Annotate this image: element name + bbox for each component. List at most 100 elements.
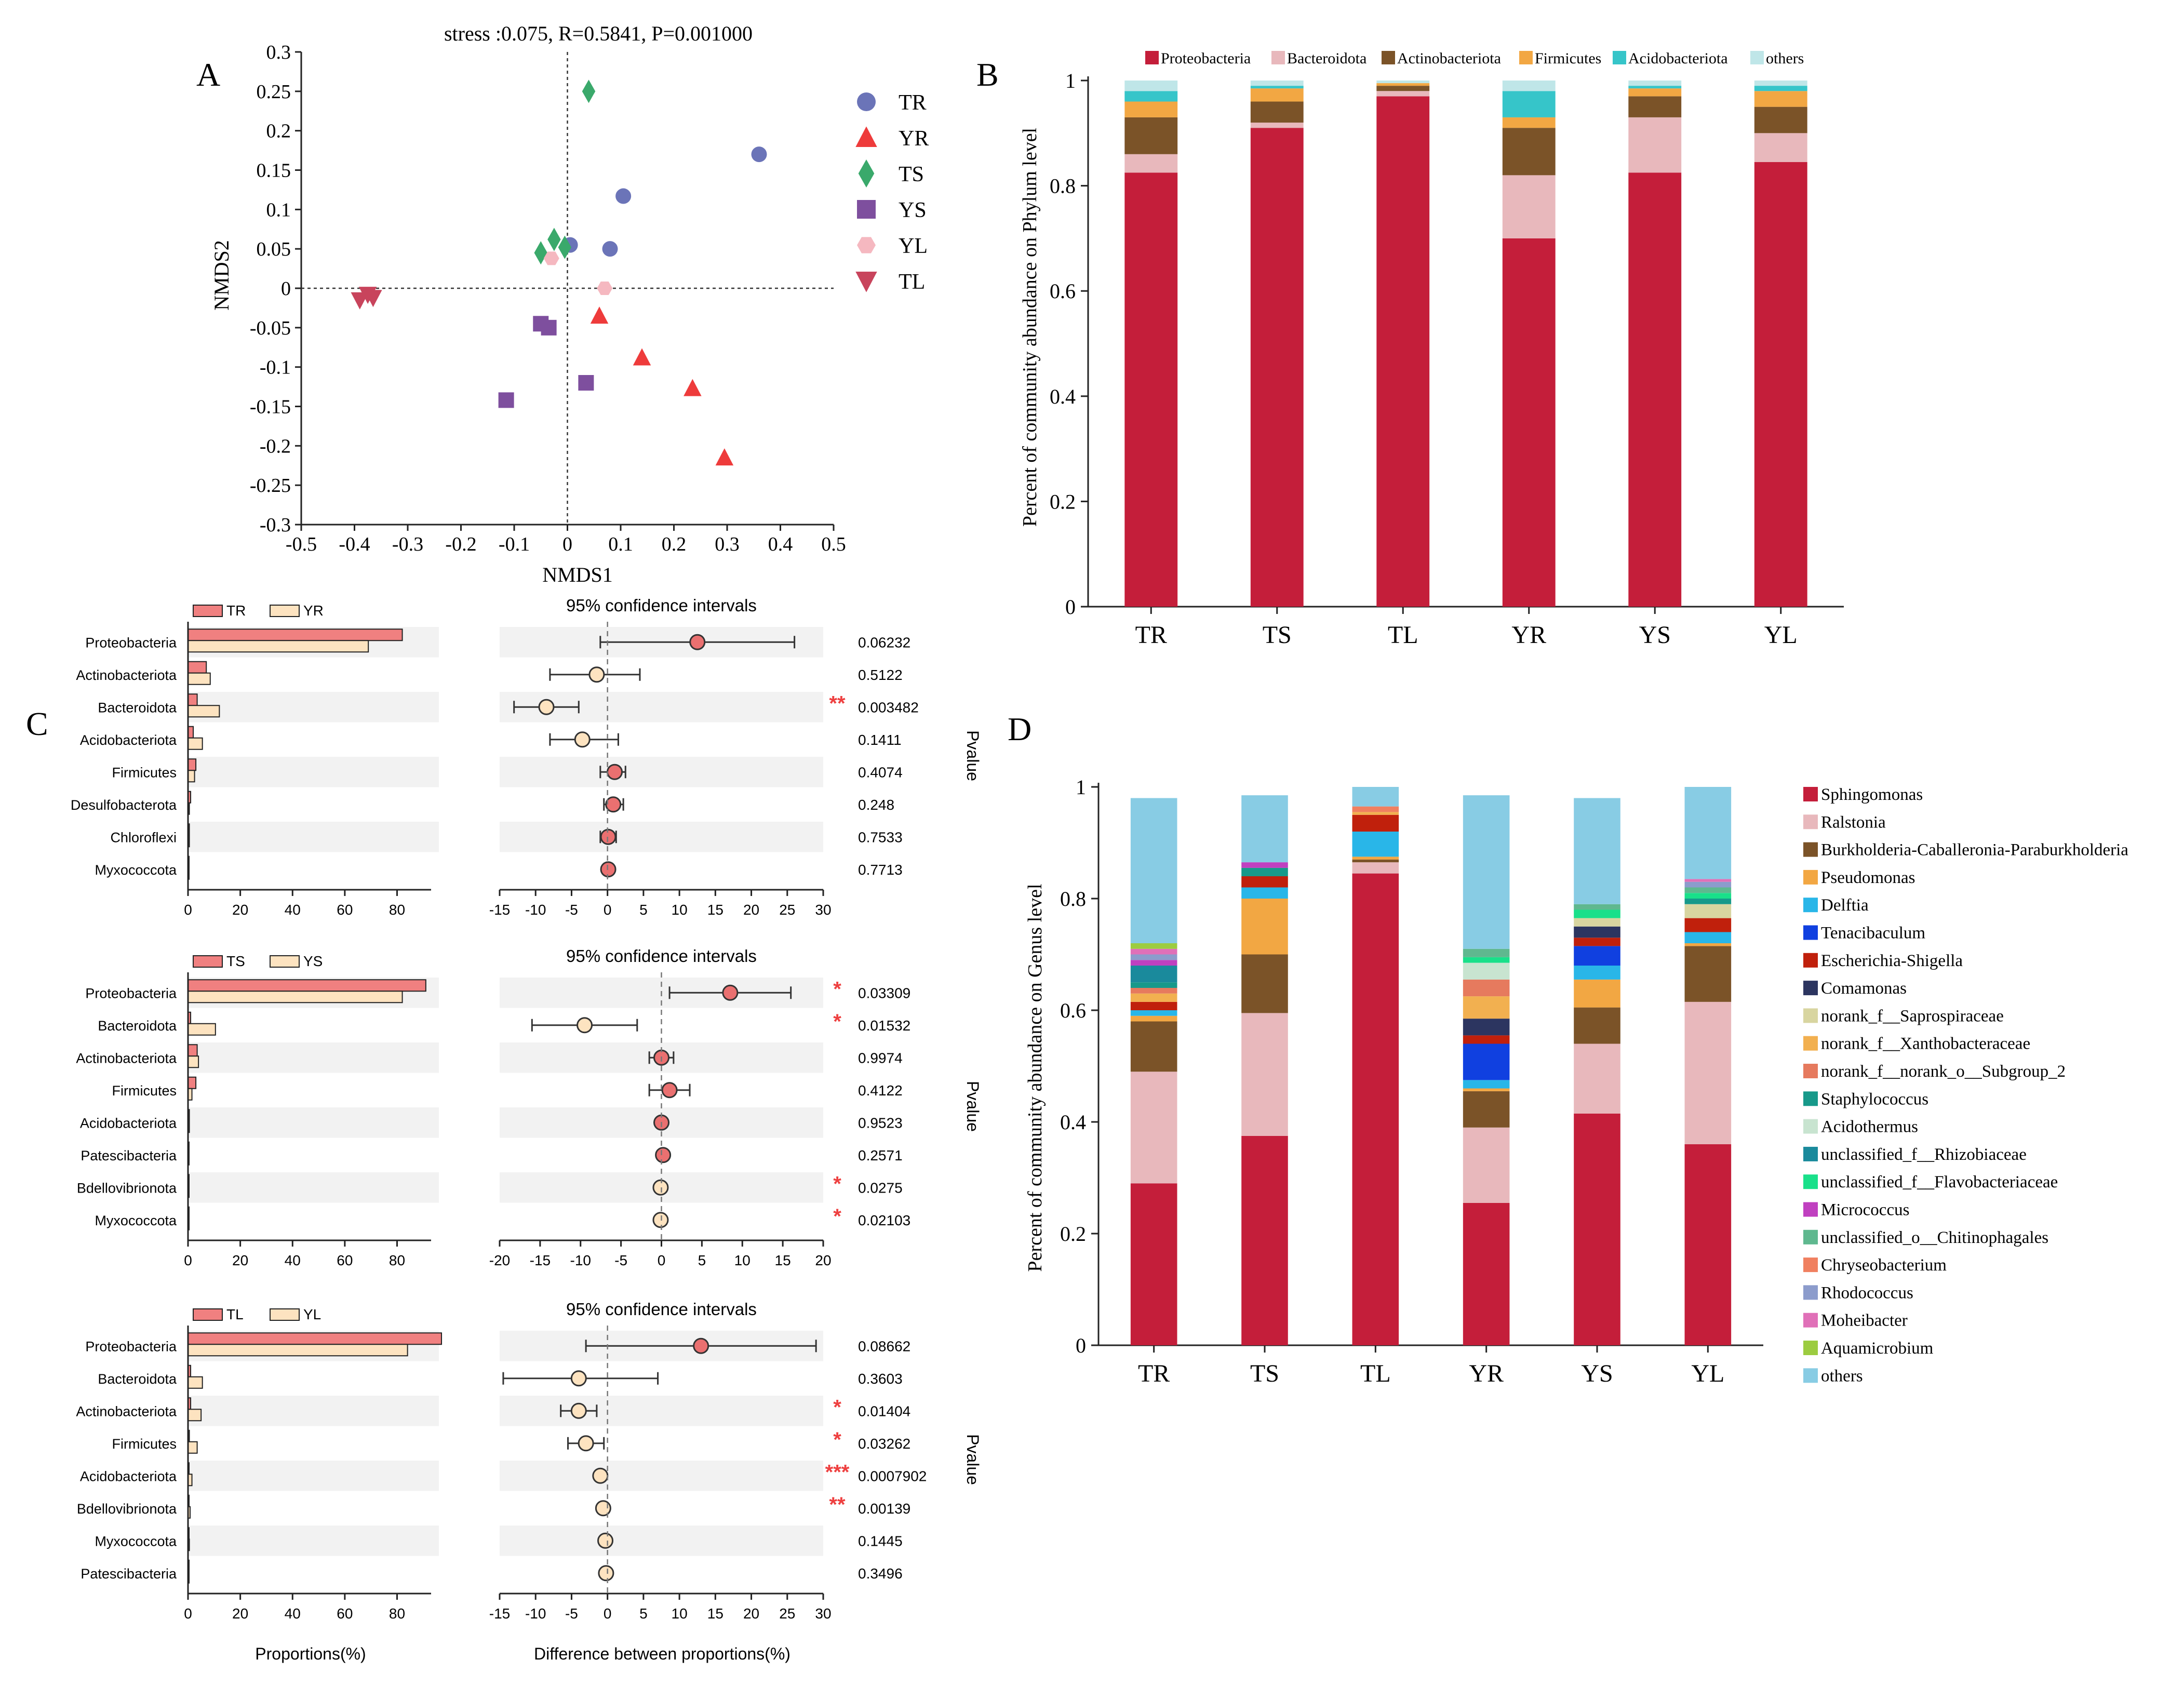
legend-swatch-b <box>270 605 300 617</box>
legend-label-yl: YL <box>899 234 928 258</box>
proportion-tick-label: 20 <box>232 1605 248 1622</box>
difference-point <box>570 1370 587 1387</box>
legend-swatch <box>1803 1313 1818 1328</box>
bar-segment <box>1241 887 1288 899</box>
bar-segment <box>1352 862 1399 874</box>
proportion-tick-label: 20 <box>232 902 248 918</box>
difference-tick-label: -5 <box>614 1252 627 1268</box>
p-value: 0.1445 <box>858 1533 903 1549</box>
bar-segment <box>1574 1113 1620 1345</box>
ci-heading: 95% confidence intervals <box>566 946 757 966</box>
legend-label: Micrococcus <box>1821 1201 1909 1220</box>
proportion-bar-a <box>187 693 198 706</box>
difference-tick-label: 5 <box>639 902 648 918</box>
y-tick-label: -0.25 <box>250 475 291 497</box>
proportion-tick-label: 40 <box>285 902 301 918</box>
bar-segment <box>1241 876 1288 888</box>
bar-segment <box>1502 238 1556 607</box>
legend-label-firmicutes: Firmicutes <box>1535 50 1601 67</box>
bar-segment <box>1574 979 1620 1008</box>
bar-segment <box>1463 795 1510 949</box>
difference-tick-label: 20 <box>743 902 759 918</box>
legend-label: Ralstonia <box>1821 813 1886 832</box>
legend-label: Comamonas <box>1821 979 1907 998</box>
bar-segment <box>1352 787 1399 807</box>
legend-swatch <box>1803 1064 1818 1078</box>
bar-segment <box>1684 787 1732 879</box>
difference-tick-label: 30 <box>815 1605 831 1622</box>
bar-segment <box>1130 954 1177 960</box>
legend-swatch-a <box>193 1308 223 1321</box>
row-band <box>500 822 823 852</box>
comparison-tr-yr: TR YR 95% confidence intervals Proteobacter… <box>71 596 982 918</box>
point-tr <box>615 188 632 204</box>
x-tick-label: 0.1 <box>608 533 633 555</box>
pvalue-axis-label: Pvalue <box>963 1434 982 1485</box>
legend-swatch <box>1803 1285 1818 1300</box>
legend-label-ts: TS <box>899 163 924 186</box>
difference-point <box>595 1500 611 1517</box>
legend-label-b: YL <box>303 1306 321 1322</box>
y-tick-label: -0.15 <box>250 396 291 418</box>
legend-label-a: TS <box>226 953 245 969</box>
bar-segment <box>1684 881 1732 888</box>
bar-segment <box>1130 960 1177 966</box>
bar-segment <box>1130 798 1177 943</box>
legend-swatch <box>1803 898 1818 913</box>
y-tick-label: 0.6 <box>1050 279 1076 303</box>
p-value: 0.03262 <box>858 1436 910 1452</box>
p-value: 0.06232 <box>858 634 910 650</box>
proportion-tick-label: 0 <box>184 902 192 918</box>
significance-stars: ** <box>829 1493 846 1516</box>
legend-swatch <box>1803 814 1818 829</box>
bar-segment <box>1376 96 1430 607</box>
proportion-bar-a <box>187 758 197 771</box>
legend-label: others <box>1821 1367 1863 1385</box>
point-tr <box>751 146 767 163</box>
legend-swatch <box>1803 1202 1818 1217</box>
bar-segment <box>1628 86 1682 89</box>
bar-segment <box>1241 954 1288 1013</box>
legend-marker-tl <box>855 272 877 292</box>
bar-segment <box>1130 988 1177 994</box>
legend-swatch <box>1803 1119 1818 1134</box>
nmds-title: stress :0.075, R=0.5841, P=0.001000 <box>444 22 753 45</box>
row-band <box>188 822 439 852</box>
bar-segment <box>1463 1019 1510 1036</box>
difference-point <box>570 1402 587 1419</box>
legend-swatch-firmicutes <box>1519 51 1533 64</box>
legend-swatch <box>1803 1257 1818 1273</box>
y-tick-label: 0.6 <box>1060 999 1086 1022</box>
proportion-tick-label: 80 <box>389 902 405 918</box>
taxon-label: Proteobacteria <box>85 985 177 1001</box>
point-ys <box>541 319 557 336</box>
bar-segment <box>1684 879 1732 882</box>
bar-segment <box>1241 867 1288 876</box>
legend-label-a: TL <box>226 1306 244 1322</box>
x-tick-label: TL <box>1388 621 1418 649</box>
proportion-bar-b <box>187 1055 199 1068</box>
bar-segment <box>1124 81 1178 91</box>
bar-segment <box>1241 862 1288 868</box>
p-value: 0.3496 <box>858 1565 903 1582</box>
bar-segment <box>1124 154 1178 173</box>
bar-segment <box>1502 117 1556 128</box>
row-band <box>500 1396 823 1426</box>
nmds-plot: -0.5 -0.4 -0.3 -0.2 -0.1 0 0.1 0.2 0.3 0.4 0.5 0.3 0… <box>250 42 929 555</box>
bar-segment <box>1628 117 1682 173</box>
proportion-bar-b <box>187 991 403 1003</box>
bar-segment <box>1463 1043 1510 1080</box>
legend-label-tr: TR <box>899 91 927 115</box>
point-yr <box>715 448 734 466</box>
proportion-bar-b <box>187 770 195 783</box>
bar-segment <box>1124 117 1178 154</box>
legend-swatch <box>1803 1368 1818 1383</box>
nmds-xlabel: NMDS1 <box>542 563 613 586</box>
point-ts <box>547 228 561 251</box>
bar-segment <box>1502 128 1556 176</box>
x-tick-label: YL <box>1691 1360 1724 1387</box>
bar-segment <box>1628 81 1682 86</box>
bar-segment <box>1574 909 1620 918</box>
significance-stars: * <box>833 1172 841 1195</box>
proportions-xlabel: Proportions(%) <box>255 1644 366 1663</box>
